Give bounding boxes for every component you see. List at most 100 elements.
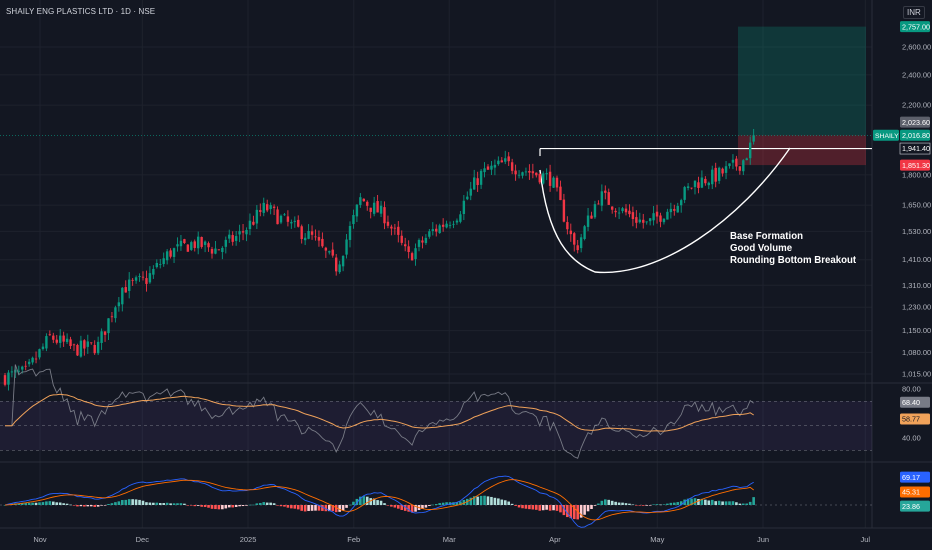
- candle-body: [686, 186, 690, 189]
- macd-histogram-bar: [421, 505, 424, 509]
- macd-histogram-bar: [20, 503, 24, 505]
- candle-body: [134, 277, 138, 281]
- macd-histogram-bar: [503, 500, 507, 505]
- macd-histogram-bar: [141, 500, 145, 505]
- macd-histogram-bar: [431, 504, 435, 506]
- macd-histogram-bar: [245, 505, 248, 506]
- candle-body: [355, 204, 359, 217]
- candle-body: [676, 205, 679, 213]
- candle-body: [586, 215, 590, 227]
- candle-body: [435, 228, 438, 232]
- macd-histogram-bar: [183, 503, 186, 505]
- candle-body: [372, 202, 376, 214]
- macd-histogram-bar: [586, 505, 590, 512]
- candle-body: [428, 231, 431, 237]
- candle-body: [628, 210, 631, 215]
- macd-histogram-bar: [89, 505, 93, 507]
- candle-body: [690, 187, 693, 189]
- time-tick-label: Jun: [757, 535, 769, 544]
- macd-histogram-bar: [341, 505, 345, 511]
- macd-histogram-bar: [114, 502, 117, 505]
- candle-body: [248, 220, 252, 230]
- candle-body: [86, 341, 89, 347]
- candle-body: [662, 218, 666, 223]
- time-tick-label: Apr: [549, 535, 561, 544]
- currency-unit-label[interactable]: INR: [903, 6, 925, 19]
- macd-histogram-bar: [162, 503, 165, 505]
- candle-body: [314, 236, 317, 238]
- macd-histogram-bar: [296, 505, 300, 510]
- macd-histogram-bar: [196, 505, 200, 506]
- price-tick-label: 1,230.00: [902, 303, 931, 312]
- candle-body: [31, 357, 34, 363]
- macd-histogram-bar: [45, 501, 48, 505]
- macd-histogram-bar: [186, 505, 190, 506]
- candle-body: [148, 273, 152, 283]
- macd-histogram-bar: [742, 503, 745, 505]
- candle-body: [293, 220, 296, 222]
- price-tick-label: 1,080.00: [902, 348, 931, 357]
- macd-histogram-bar: [493, 497, 497, 505]
- breakout-price-tag-bg: [900, 143, 930, 155]
- macd-histogram-bar: [721, 501, 724, 505]
- macd-histogram-bar: [31, 502, 34, 505]
- candle-body: [55, 339, 58, 343]
- rsi-band: [0, 401, 872, 451]
- macd-histogram-bar: [328, 505, 331, 512]
- macd-histogram-bar: [207, 505, 210, 508]
- candle-body: [24, 365, 27, 367]
- macd-histogram-bar: [38, 502, 41, 505]
- candle-body: [410, 253, 414, 261]
- candle-body: [573, 233, 576, 245]
- candle-body: [10, 371, 14, 373]
- candle-body: [621, 208, 624, 212]
- macd-histogram-bar: [217, 505, 221, 510]
- symbol-tag-bg: [873, 129, 899, 141]
- candle-body: [452, 223, 455, 225]
- macd-histogram-bar: [379, 500, 383, 505]
- macd-histogram-bar: [714, 501, 717, 505]
- candle-body: [331, 249, 334, 256]
- macd-histogram-bar: [579, 505, 583, 518]
- candle-body: [21, 366, 24, 370]
- macd-histogram-bar: [155, 502, 159, 505]
- stop-price-tag-bg: [900, 159, 930, 171]
- candle-body: [707, 182, 710, 186]
- macd-histogram-bar: [52, 501, 55, 505]
- candle-body: [424, 237, 428, 244]
- candle-body: [210, 249, 214, 254]
- macd-histogram-bar: [224, 505, 228, 509]
- macd-histogram-bar: [138, 499, 141, 505]
- macd-histogram-bar: [307, 505, 310, 511]
- candle-body: [103, 331, 107, 335]
- macd-histogram-bar: [541, 505, 545, 511]
- macd-histogram-bar: [407, 505, 410, 512]
- candle-body: [469, 188, 472, 196]
- macd-histogram-bar: [83, 505, 86, 507]
- candle-body: [96, 341, 100, 354]
- candle-body: [483, 168, 486, 173]
- macd-histogram-bar: [383, 503, 386, 505]
- macd-histogram-bar: [65, 503, 69, 505]
- macd-histogram-bar: [666, 503, 669, 505]
- macd-histogram-bar: [300, 505, 303, 511]
- macd-histogram-bar: [414, 505, 417, 512]
- candle-body: [48, 334, 52, 336]
- macd-histogram-bar: [397, 505, 400, 509]
- macd-histogram-bar: [390, 505, 393, 507]
- candle-body: [673, 209, 676, 211]
- candle-body: [531, 171, 535, 174]
- candle-body: [183, 239, 186, 244]
- macd-histogram-bar: [631, 504, 635, 506]
- macd-histogram-bar: [652, 504, 655, 506]
- macd-histogram-bar: [265, 502, 269, 505]
- candle-body: [214, 248, 217, 254]
- candle-body: [155, 262, 158, 268]
- candle-body: [462, 200, 466, 214]
- last-close-tag-bg: [900, 116, 930, 128]
- macd-histogram-bar: [673, 502, 676, 505]
- macd-histogram-bar: [497, 498, 500, 505]
- macd-histogram-bar: [152, 502, 155, 505]
- candle-body: [128, 279, 131, 291]
